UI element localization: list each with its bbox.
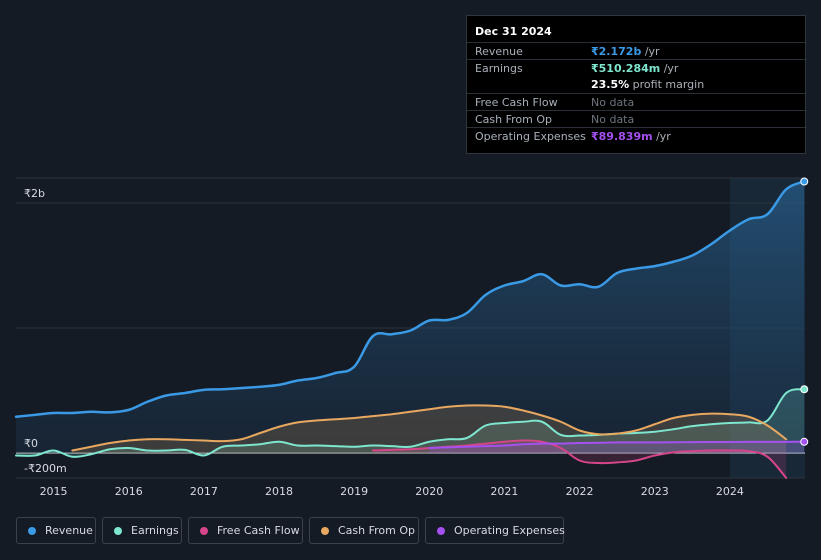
line-cash-from-op [71, 404, 788, 452]
y-tick-label: -₹200m [24, 462, 67, 475]
tooltip-value: 23.5% profit margin [591, 78, 704, 91]
tooltip-value: ₹510.284m /yr [591, 62, 678, 75]
tooltip-label: Earnings [475, 62, 523, 75]
series-lines [14, 180, 806, 479]
tooltip-value-suffix: /yr [641, 45, 660, 58]
line-revenue [14, 180, 806, 418]
legend-dot-icon [200, 527, 208, 535]
tooltip-value-suffix: profit margin [629, 78, 705, 91]
tooltip-value-main: 23.5% [591, 78, 630, 91]
area-cash-from-op [72, 405, 787, 453]
tooltip-value: ₹89.839m /yr [591, 130, 671, 143]
legend-item-free-cash-flow[interactable]: Free Cash Flow [188, 517, 303, 544]
tooltip-value-main: No data [591, 113, 635, 126]
tooltip-value: ₹2.172b /yr [591, 45, 660, 58]
y-tick-label: ₹2b [24, 187, 45, 200]
x-tick-label: 2015 [40, 485, 68, 498]
x-tick-label: 2024 [716, 485, 744, 498]
x-axis-labels: 2015 2016 2017 2018 2019 2020 2021 2022 2023 2024 [40, 485, 744, 498]
legend-item-earnings[interactable]: Earnings [102, 517, 182, 544]
tooltip-value-main: ₹2.172b [591, 45, 642, 58]
tooltip-row-earnings: Earnings ₹510.284m /yr [467, 59, 807, 77]
legend-label: Free Cash Flow [217, 524, 300, 537]
tooltip-row-opex: Operating Expenses ₹89.839m /yr [467, 127, 807, 145]
legend-dot-icon [321, 527, 329, 535]
y-axis-labels: ₹2b ₹0 -₹200m [24, 187, 67, 475]
area-earnings [16, 389, 805, 457]
x-tick-label: 2016 [115, 485, 143, 498]
legend-label: Earnings [131, 524, 179, 537]
tooltip-label: Free Cash Flow [475, 96, 558, 109]
x-tick-label: 2020 [415, 485, 443, 498]
line-earnings [15, 388, 806, 458]
legend-item-operating-expenses[interactable]: Operating Expenses [425, 517, 565, 544]
legend-dot-icon [437, 527, 445, 535]
tooltip-panel: Dec 31 2024 Revenue ₹2.172b /yr Earnings… [466, 15, 807, 154]
tooltip-row-margin: 23.5% profit margin [467, 76, 807, 93]
tooltip-value-main: ₹510.284m [591, 62, 661, 75]
tooltip-row-cfo: Cash From Op No data [467, 110, 807, 128]
y-tick-label: ₹0 [24, 437, 38, 450]
x-tick-label: 2018 [265, 485, 293, 498]
tooltip-value: No data [591, 113, 634, 126]
endpoint-earnings [800, 385, 809, 394]
x-tick-label: 2017 [190, 485, 218, 498]
tooltip-label: Revenue [475, 45, 523, 58]
line-operating-expenses [428, 440, 806, 449]
tooltip-value-main: ₹89.839m [591, 130, 653, 143]
tooltip-row-fcf: Free Cash Flow No data [467, 93, 807, 111]
tooltip-value: No data [591, 96, 634, 109]
tooltip-label: Cash From Op [475, 113, 553, 126]
tooltip-label: Operating Expenses [475, 130, 586, 143]
tooltip-value-suffix: /yr [652, 130, 671, 143]
legend-item-cash-from-op[interactable]: Cash From Op [309, 517, 419, 544]
x-tick-label: 2023 [641, 485, 669, 498]
endpoint-revenue [800, 177, 809, 186]
tooltip-date: Dec 31 2024 [475, 25, 552, 38]
area-free-cash-flow [372, 440, 787, 478]
legend-label: Cash From Op [338, 524, 416, 537]
endpoint-operating-expenses [800, 437, 809, 446]
x-tick-label: 2021 [490, 485, 518, 498]
legend-label: Operating Expenses [454, 524, 565, 537]
x-tick-label: 2019 [340, 485, 368, 498]
legend-dot-icon [114, 527, 122, 535]
series-endpoints [800, 177, 809, 446]
tooltip-value-suffix: /yr [660, 62, 679, 75]
area-revenue [16, 181, 805, 453]
legend-dot-icon [28, 527, 36, 535]
tooltip-value-main: No data [591, 96, 635, 109]
x-tick-label: 2022 [566, 485, 594, 498]
legend-label: Revenue [45, 524, 93, 537]
legend-item-revenue[interactable]: Revenue [16, 517, 96, 544]
tooltip-row-revenue: Revenue ₹2.172b /yr [467, 42, 807, 60]
